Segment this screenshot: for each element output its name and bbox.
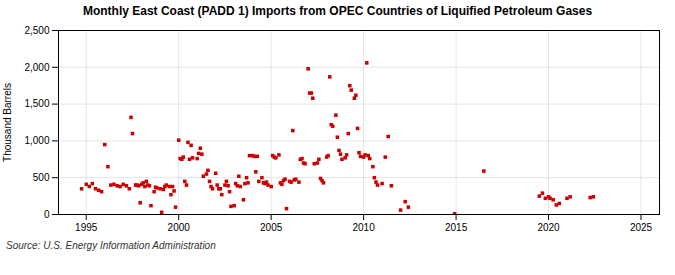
html-text:Source: U.S. Energy Informatio: Source: U.S. Energy Information Administ… (6, 240, 216, 251)
svg-text:1,000: 1,000 (24, 135, 49, 146)
svg-text:Thousand Barrels: Thousand Barrels (2, 83, 13, 162)
svg-text:500: 500 (33, 172, 50, 183)
html-text:Monthly East Coast (PADD 1) Im: Monthly East Coast (PADD 1) Imports from… (82, 4, 593, 18)
svg-text:2025: 2025 (630, 222, 653, 233)
svg-text:2005: 2005 (260, 222, 283, 233)
svg-text:0: 0 (44, 209, 50, 220)
svg-text:1,500: 1,500 (24, 98, 49, 109)
svg-text:2015: 2015 (445, 222, 468, 233)
svg-text:2010: 2010 (352, 222, 375, 233)
svg-text:1995: 1995 (75, 222, 98, 233)
svg-text:2,000: 2,000 (24, 62, 49, 73)
svg-text:2,500: 2,500 (24, 25, 49, 36)
svg-text:2020: 2020 (537, 222, 560, 233)
svg-text:2000: 2000 (168, 222, 191, 233)
